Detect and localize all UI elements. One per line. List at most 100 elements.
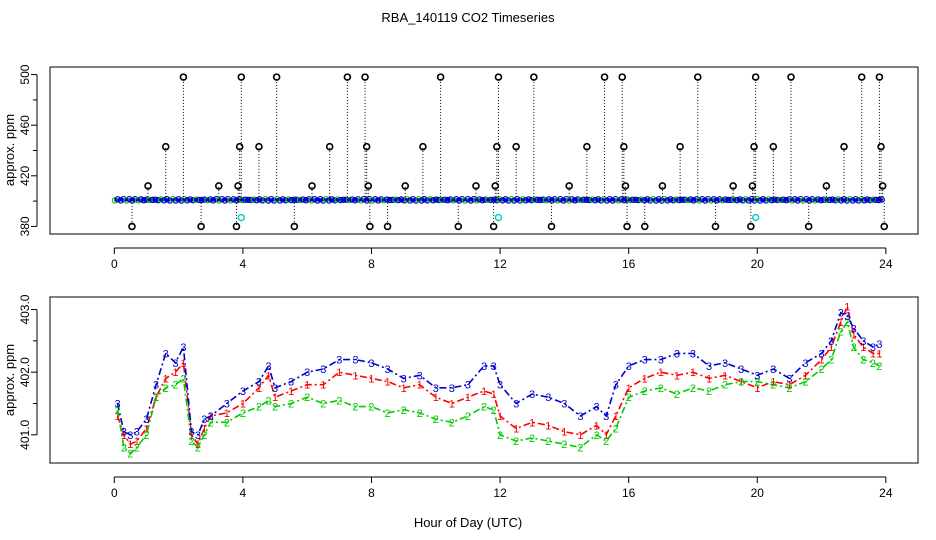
series-2-point: 2 (851, 342, 857, 354)
series-1-point: 1 (368, 373, 374, 385)
series-2-point: 2 (336, 395, 342, 407)
series-2-point: 2 (449, 417, 455, 429)
series-1-point: 1 (802, 370, 808, 382)
series-3-point: 3 (860, 336, 866, 348)
series-1-point: 1 (838, 317, 844, 329)
series-2-point: 2 (163, 383, 169, 395)
series-3-point: 3 (180, 342, 186, 354)
series-1-point: 1 (754, 383, 760, 395)
spike-point (530, 73, 538, 81)
series-1-point: 1 (143, 424, 149, 436)
spike-point (161, 142, 170, 151)
spike-point (840, 142, 848, 151)
series-3-point: 3 (828, 336, 834, 348)
top-x-tick-label: 8 (368, 257, 375, 271)
series-1-point: 1 (706, 373, 712, 385)
series-3-point: 3 (195, 430, 201, 442)
bottom-y-axis-label: approx. ppm (2, 344, 17, 416)
series-2-point: 2 (860, 355, 866, 367)
series-1-point: 1 (513, 424, 519, 436)
series-3-point: 3 (417, 370, 423, 382)
series-3-point: 3 (127, 430, 133, 442)
spike-point (621, 182, 630, 190)
series-1-point: 1 (272, 392, 278, 404)
series-1-point: 1 (188, 430, 194, 442)
series-1-point: 1 (593, 420, 599, 432)
series-1-point: 1 (256, 383, 262, 395)
series-3-point: 3 (336, 355, 342, 367)
baseline-point (875, 196, 882, 204)
cyan-point (237, 213, 245, 222)
spike-point (290, 222, 299, 231)
series-3-point: 3 (208, 411, 214, 423)
spike-point (237, 73, 246, 81)
series-3-point: 3 (449, 383, 455, 395)
series-1-point: 1 (401, 383, 407, 395)
spike-point (436, 73, 445, 81)
series-1-point: 1 (449, 398, 455, 410)
series-2-point: 2 (876, 361, 882, 373)
series-1-point: 1 (153, 392, 159, 404)
top-axes: 0 4 8 12 16 20 24 380 420 460 500 (18, 64, 893, 271)
series-2-point: 2 (838, 326, 844, 338)
series-3-point: 3 (818, 348, 824, 360)
series-1-point: 1 (613, 411, 619, 423)
series-1-point: 1 (163, 373, 169, 385)
spike-point (769, 142, 778, 151)
series-1-point: 1 (722, 370, 728, 382)
series-3-point: 3 (561, 398, 567, 410)
top-y-tick-label: 420 (18, 165, 32, 185)
top-y-tick-label: 380 (18, 216, 32, 236)
series-2-point: 2 (320, 398, 326, 410)
series-1-point: 1 (770, 377, 776, 389)
x-axis-label: Hour of Day (UTC) (414, 515, 522, 530)
bottom-y-tick-label: 403.0 (18, 294, 32, 324)
series-2-point: 2 (626, 392, 632, 404)
spike-point (234, 182, 242, 190)
series-2-point: 2 (114, 405, 120, 417)
series-3-point: 3 (851, 323, 857, 335)
series-3-point: 3 (593, 402, 599, 414)
series-3-point: 3 (172, 358, 178, 370)
series-3-point: 3 (153, 380, 159, 392)
series-1-point: 1 (417, 380, 423, 392)
series-3-point: 3 (802, 358, 808, 370)
series-2-point: 2 (224, 417, 230, 429)
series-3-point: 3 (513, 398, 519, 410)
series-2-point: 2 (256, 402, 262, 414)
spike-point (214, 182, 223, 190)
spike-point (366, 222, 374, 231)
series-3-point: 3 (613, 380, 619, 392)
spike-point (623, 222, 631, 231)
spike-point (272, 73, 281, 81)
series-1-point: 1 (224, 408, 230, 420)
series-1-point: 1 (481, 386, 487, 398)
series-3-point: 3 (870, 342, 876, 354)
series-1-point: 1 (738, 377, 744, 389)
series-1-point: 1 (497, 411, 503, 423)
series-2-point: 2 (384, 408, 390, 420)
series-3-point: 3 (304, 367, 310, 379)
series-1-point: 1 (674, 370, 680, 382)
series-3-point: 3 (491, 361, 497, 373)
series-2-point: 2 (690, 383, 696, 395)
bottom-y-tick-label: 402.0 (18, 357, 32, 387)
spike-point (255, 142, 263, 151)
series-2-point: 2 (417, 408, 423, 420)
series-1-point: 1 (828, 342, 834, 354)
series-1-point: 1 (201, 424, 207, 436)
spike-point (235, 142, 244, 151)
series-3-point: 3 (876, 339, 882, 351)
series-2-point: 2 (481, 402, 487, 414)
series-2-point: 2 (513, 436, 519, 448)
spike-point (729, 182, 737, 190)
series-3-point: 3 (706, 361, 712, 373)
series-2-point: 2 (201, 430, 207, 442)
bottom-x-tick-label: 4 (240, 486, 247, 500)
series-2-point: 2 (127, 449, 133, 461)
series-3-point: 3 (266, 361, 272, 373)
series-2-point: 2 (577, 442, 583, 454)
